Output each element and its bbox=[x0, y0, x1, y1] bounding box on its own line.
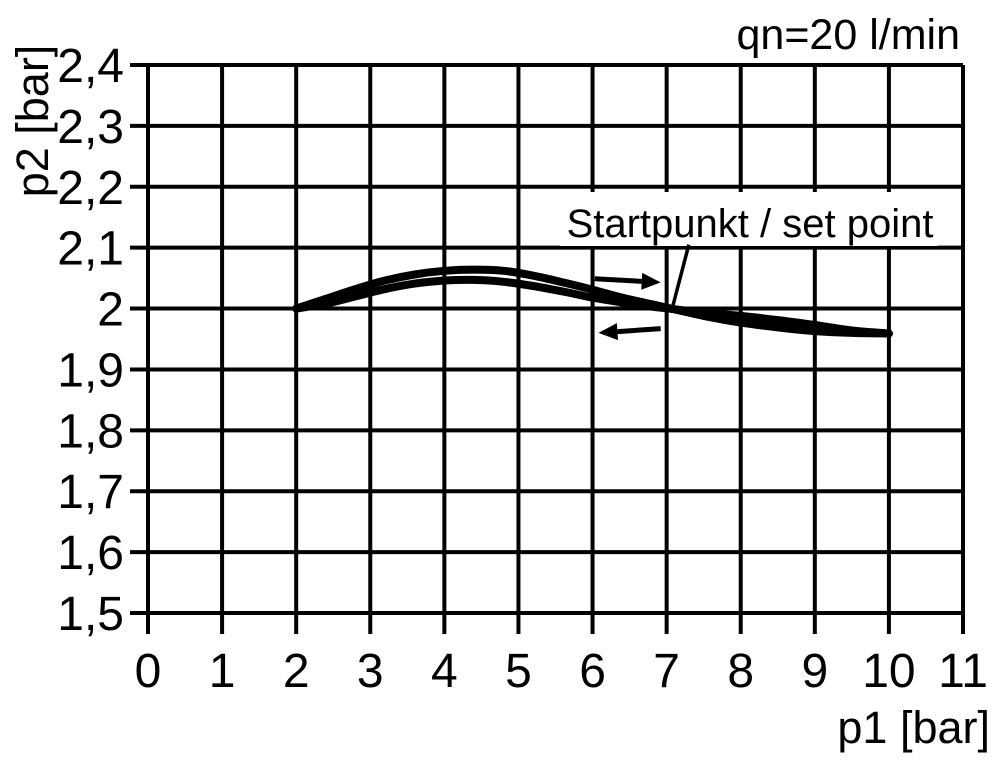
set-point-label-background bbox=[560, 192, 938, 246]
y-tick-label: 2,3 bbox=[57, 101, 124, 154]
x-tick-label: 0 bbox=[135, 645, 162, 698]
chart-title: qn=20 l/min bbox=[736, 11, 960, 59]
y-tick-label: 1,7 bbox=[57, 466, 124, 519]
curve-return bbox=[292, 275, 893, 338]
x-tick-label: 7 bbox=[653, 645, 680, 698]
x-tick-labels: 0 1 2 3 4 5 6 7 8 9 10 11 bbox=[135, 645, 988, 698]
direction-annotations bbox=[594, 244, 691, 341]
x-axis-label: p1 [bar] bbox=[837, 702, 990, 753]
return-direction-arrow-head bbox=[598, 323, 619, 341]
y-tick-label: 1,9 bbox=[57, 344, 124, 397]
x-tick-label: 8 bbox=[727, 645, 754, 698]
y-tick-label: 2 bbox=[97, 284, 124, 337]
set-point-leader-line bbox=[670, 244, 691, 311]
curve-forward bbox=[292, 265, 893, 338]
return-direction-arrow-shaft bbox=[617, 326, 661, 335]
x-tick-label: 1 bbox=[209, 645, 236, 698]
y-tick-label: 2,4 bbox=[57, 40, 124, 93]
y-tick-label: 1,5 bbox=[57, 588, 124, 641]
x-tick-label: 5 bbox=[505, 645, 532, 698]
x-tick-label: 4 bbox=[431, 645, 458, 698]
y-tick-label: 1,6 bbox=[57, 527, 124, 580]
x-tick-label: 3 bbox=[357, 645, 384, 698]
y-axis-label: p2 [bar] bbox=[7, 45, 58, 198]
y-tick-labels: 2,4 2,3 2,2 2,1 2 1,9 1,8 1,7 1,6 1,5 bbox=[57, 40, 124, 641]
y-tick-label: 2,2 bbox=[57, 162, 124, 215]
grid-lines bbox=[130, 63, 965, 634]
x-tick-label: 9 bbox=[801, 645, 828, 698]
x-tick-label: 10 bbox=[862, 645, 915, 698]
forward-direction-arrow-shaft bbox=[594, 276, 642, 284]
x-tick-label: 2 bbox=[283, 645, 310, 698]
forward-direction-arrow-head bbox=[641, 272, 661, 290]
x-tick-label: 11 bbox=[938, 645, 988, 698]
hysteresis-curves bbox=[292, 265, 893, 338]
x-tick-label: 6 bbox=[579, 645, 606, 698]
y-tick-label: 2,1 bbox=[57, 223, 124, 276]
y-tick-label: 1,8 bbox=[57, 405, 124, 458]
set-point-label: Startpunkt / set point bbox=[567, 202, 934, 246]
